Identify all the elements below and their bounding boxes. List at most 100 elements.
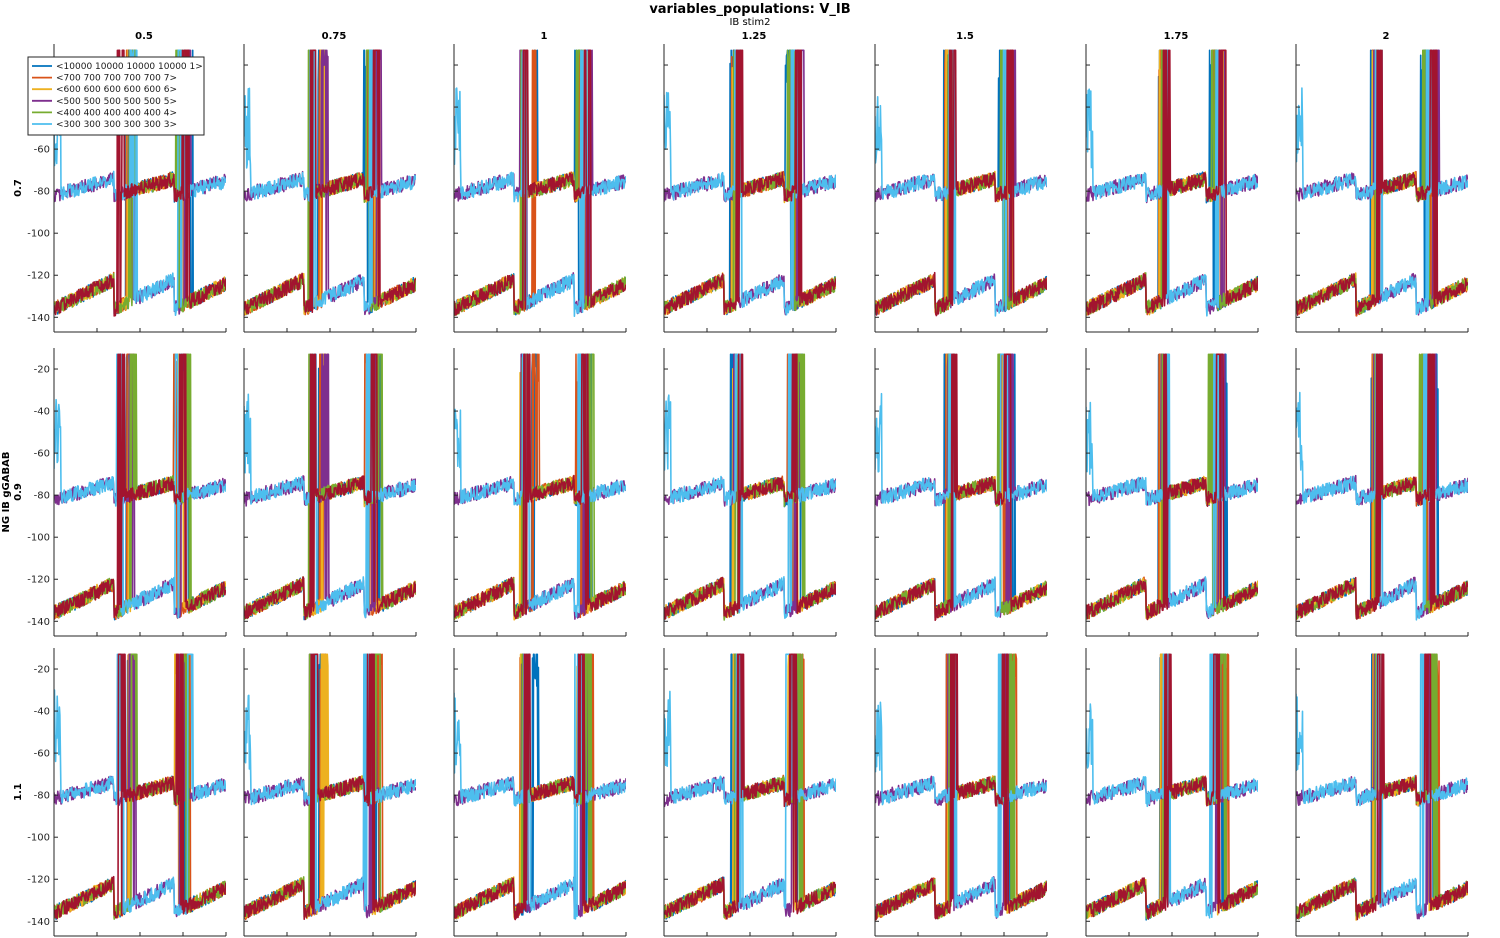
y-tick-label: -40 [34,407,50,418]
series-line-6 [664,49,836,316]
y-tick-label: -60 [34,749,50,760]
series-line-5 [664,653,836,910]
panel-r0-c2 [453,44,627,333]
series-line-5 [54,49,226,316]
series-line-6 [454,49,626,316]
y-tick-label: -80 [34,491,50,502]
series-line-6 [54,353,226,620]
panel-traces [454,49,626,317]
panel-r2-c1: 0500100015002000 [243,648,417,937]
series-line-6 [244,49,416,315]
series-line-5 [664,353,836,619]
panel-traces [54,353,226,621]
legend-label-2: <600 600 600 600 600 6> [56,85,177,95]
y-tick-label: -140 [27,917,50,928]
y-tick-label: -120 [27,575,50,586]
series-line-3 [454,49,626,315]
panel-traces [1296,653,1468,921]
panel-r2-c6: 0500100015002000 [1295,648,1469,937]
panel-grid: -140-120-100-80-60-140-120-100-80-60-40-… [27,44,1469,937]
series-line-6 [244,653,416,920]
y-tick-label: -40 [34,707,50,718]
figure-title: variables_populations: V_IB [649,2,850,17]
series-line-4 [244,653,416,917]
panel-r2-c4: 0500100015002000 [874,648,1048,937]
column-header-6: 2 [1383,31,1390,42]
y-tick-label: -80 [34,791,50,802]
y-tick-label: -80 [34,187,50,198]
panel-r2-c2: 0500100015002000 [453,648,627,937]
panel-traces [454,353,626,621]
panel-r1-c1 [243,348,417,637]
series-line-5 [54,353,226,619]
series-line-6 [244,353,416,621]
series-line-6 [1296,653,1468,921]
legend-box [27,56,205,136]
y-tick-label: -140 [27,313,50,324]
series-line-5 [1086,653,1258,919]
series-line-6 [454,653,626,921]
legend: <10000 10000 10000 10000 1> <700 700 700 … [27,56,205,136]
series-line-6 [1086,353,1258,621]
panel-r0-c6 [1295,44,1469,333]
panel-traces [244,653,416,921]
panel-traces [875,353,1047,621]
panel-r0-c3 [663,44,837,333]
panel-traces [244,353,416,621]
panel-traces [1086,353,1258,621]
series-line-6 [875,653,1047,921]
panel-r1-c6 [1295,348,1469,637]
legend-label-4: <400 400 400 400 400 4> [56,108,177,118]
panel-traces [664,49,836,316]
row-header-2: 1.1 [13,783,24,801]
y-tick-label: -100 [27,533,50,544]
legend-label-5: <300 300 300 300 300 3> [56,120,177,130]
series-line-5 [454,653,626,920]
panel-r1-c3 [663,348,837,637]
panel-r0-c5 [1085,44,1259,333]
row-header-0: 0.7 [13,179,24,197]
panel-r0-c0: -140 -120 -100 -80 -60 [27,44,227,333]
series-line-6 [1086,653,1258,920]
panel-traces [454,653,626,921]
series-line-6 [1086,49,1258,316]
panel-traces [875,653,1047,921]
series-line-5 [875,653,1047,919]
panel-r1-c2 [453,348,627,637]
column-header-3: 1.25 [742,31,767,42]
series-line-5 [454,353,626,618]
y-tick-label: -20 [34,365,50,376]
panel-traces [1296,353,1468,621]
series-line-5 [54,653,226,916]
y-tick-label: -100 [27,229,50,240]
series-line-4 [454,353,626,620]
panel-r0-c1 [243,44,417,333]
column-headers: 0.5 0.75 1 1.25 1.5 1.75 2 [135,31,1389,42]
column-header-5: 1.75 [1164,31,1189,42]
column-header-2: 1 [541,31,548,42]
panel-r2-c5: 0500100015002000 [1085,648,1259,937]
series-line-6 [664,353,836,620]
column-header-4: 1.5 [956,31,974,42]
row-headers: 0.7 0.9 1.1 NG IB gGABAB [1,179,24,801]
panel-r2-c3: 0500100015002000 [663,648,837,937]
series-line-5 [1086,49,1258,317]
legend-label-3: <500 500 500 500 500 5> [56,97,177,107]
y-axis-label: NG IB gGABAB [1,452,12,533]
y-tick-label: -60 [34,145,50,156]
panel-r1-c0: -140 -120 -100 -80 -60 -40 -20 [27,348,227,637]
series-line-6 [1296,49,1468,316]
row-header-1: 0.9 [13,483,24,501]
series-line-5 [875,353,1047,618]
panel-traces [244,49,416,316]
series-line-6 [454,353,626,620]
series-line-5 [875,49,1047,317]
series-line-2 [454,49,626,316]
series-line-5 [244,353,416,619]
column-header-1: 0.75 [322,31,347,42]
y-tick-label: -140 [27,617,50,628]
series-line-5 [244,49,416,313]
panel-traces [875,49,1047,317]
panel-traces [664,653,836,920]
